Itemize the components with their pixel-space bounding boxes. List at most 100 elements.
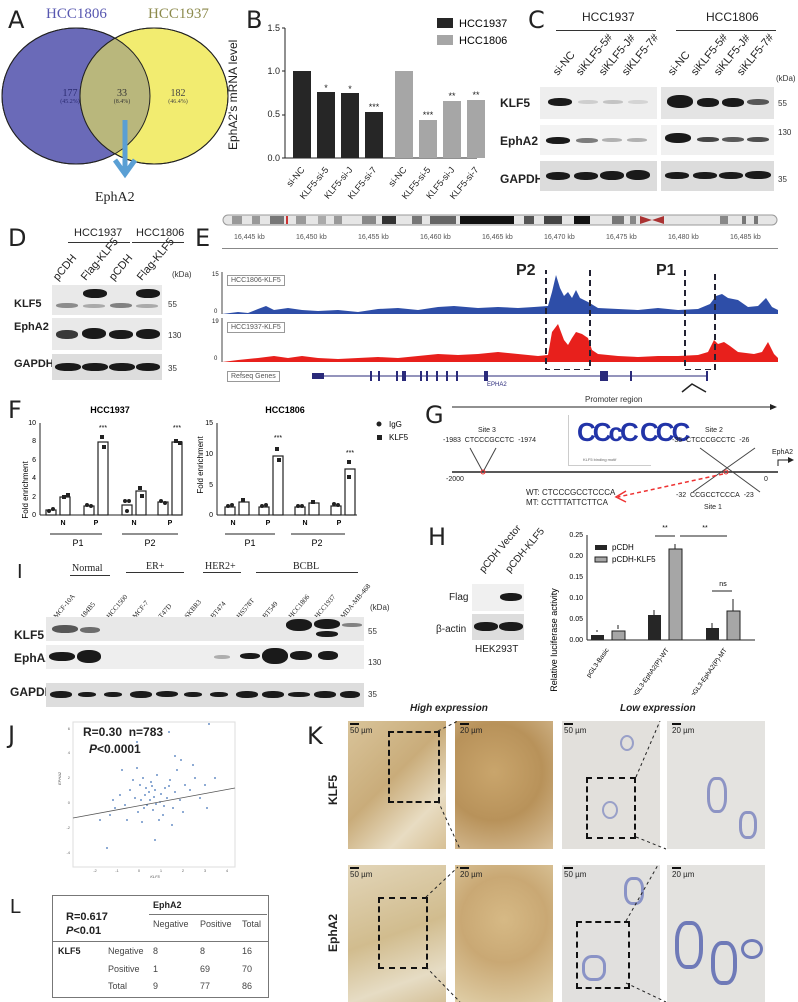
kda-marker: 130 <box>368 658 382 667</box>
divider <box>556 30 656 31</box>
track-label-hcc1937: HCC1937-KLF5 <box>227 322 285 333</box>
lane-label: si-NC <box>550 49 578 78</box>
kda-unit: (kDa) <box>370 603 390 612</box>
svg-text:4: 4 <box>68 750 71 755</box>
svg-text:HCC1937: HCC1937 <box>90 405 130 415</box>
gene-model <box>312 371 708 381</box>
pos: -35 <box>672 437 683 444</box>
kda-marker: 55 <box>778 99 787 108</box>
seq: CTCCCGCCTC <box>686 437 736 444</box>
axis-line <box>222 248 778 249</box>
svg-text:-4: -4 <box>66 850 70 855</box>
svg-text:P: P <box>168 520 173 527</box>
ihc-klf5-high-high-mag: 20 µm <box>455 721 553 849</box>
coord-label: 16,470 kb <box>544 234 575 241</box>
scale-label: 50 µm <box>350 870 373 879</box>
coord-label: 16,460 kb <box>420 234 451 241</box>
svg-text:***: *** <box>369 102 380 112</box>
ihc-row-label: EphA2 <box>326 913 340 952</box>
svg-text:pCDH: pCDH <box>612 543 634 552</box>
site3-label: Site 3 <box>478 427 496 434</box>
blot-row-label: EphA2 <box>14 651 53 665</box>
panel-label-i: I <box>17 561 23 583</box>
svg-text:P: P <box>266 520 271 527</box>
ihc-epha2-low-low-mag: 50 µm <box>562 865 660 1002</box>
pos: -1983 <box>443 437 461 444</box>
svg-text:-2: -2 <box>93 868 97 873</box>
blot-row-label: β-actin <box>436 624 467 635</box>
ihc-row-label: KLF5 <box>326 775 340 805</box>
promoter-region-title: Promoter region <box>585 395 643 404</box>
tissue-cluster <box>620 735 634 751</box>
promoter-diagram <box>452 404 794 503</box>
divider <box>203 572 241 573</box>
gene-label: EphA2 <box>772 449 794 456</box>
tissue-cluster <box>739 811 757 839</box>
divider <box>132 242 184 243</box>
svg-text:HCC1937: HCC1937 <box>459 18 507 30</box>
table-row: Total 9 77 86 <box>53 981 268 995</box>
p-italic: P <box>66 925 74 937</box>
site2-seq: -35 CTCCCGCCTC -26 <box>672 437 749 444</box>
svg-text:HCC1806: HCC1806 <box>265 405 305 415</box>
svg-text:***: *** <box>346 450 354 457</box>
cell: 8 <box>153 946 159 956</box>
lane-label: HCC1937 <box>312 593 338 620</box>
scale-bar <box>564 867 573 869</box>
lane-label: si-NC <box>665 49 693 78</box>
blot-c-gapdh-hcc1937 <box>540 161 657 191</box>
lane-label: MCF-10A <box>51 592 77 620</box>
svg-text:1.5: 1.5 <box>267 23 280 33</box>
cell: 70 <box>242 964 253 974</box>
scatter-stat-p: P<0.0001 <box>89 742 141 756</box>
motif-logo: CCcC CCC KLF5 binding motif <box>568 415 690 466</box>
pos: -1974 <box>518 437 536 444</box>
svg-text:0: 0 <box>32 512 36 519</box>
svg-text:-1: -1 <box>115 868 119 873</box>
svg-text:-2: -2 <box>66 825 70 830</box>
blot-c-epha2-hcc1806 <box>661 125 774 155</box>
svg-text:EphA2's mRNA level: EphA2's mRNA level <box>226 40 240 150</box>
scale-bar <box>672 867 681 869</box>
svg-text:Relative luciferase activity: Relative luciferase activity <box>549 588 559 692</box>
panel-label-e: E <box>195 224 211 252</box>
col-header: Positive <box>200 919 232 929</box>
zoom-box <box>586 777 636 839</box>
svg-text:**: ** <box>662 525 668 532</box>
panel-label-d: D <box>8 224 27 252</box>
tissue-cluster <box>675 921 703 969</box>
divider <box>256 572 358 573</box>
cell: 16 <box>242 946 253 956</box>
blot-d-epha2 <box>52 318 162 350</box>
track-ymin: 0 <box>214 309 218 315</box>
svg-text:P: P <box>337 520 342 527</box>
blot-h-flag <box>472 584 524 611</box>
lane-label: pCDH <box>50 252 80 283</box>
svg-text:N: N <box>131 520 136 527</box>
svg-text:6: 6 <box>68 726 71 731</box>
svg-text:0.5: 0.5 <box>267 109 280 119</box>
count: 33 <box>117 88 127 99</box>
axis-end: 0 <box>764 476 768 483</box>
blot-row-label: Flag <box>449 592 469 603</box>
svg-text:3: 3 <box>204 868 207 873</box>
svg-text:2: 2 <box>182 868 185 873</box>
svg-text:***: *** <box>99 425 107 432</box>
kda-unit: (kDa) <box>776 74 796 83</box>
ihc-klf5-low-high-mag: 20 µm <box>667 721 765 849</box>
divider <box>676 30 776 31</box>
site1-seq: -32 CCGCCTCCCA -23 <box>676 492 754 499</box>
cell: 8 <box>200 946 206 956</box>
scatter-stat-r-n: R=0.30 n=783 <box>83 725 164 739</box>
svg-text:pCDH-KLF5: pCDH-KLF5 <box>612 555 656 564</box>
blot-row-label: KLF5 <box>14 628 44 642</box>
svg-text:***: *** <box>173 425 181 432</box>
track-ymax: 15 <box>212 272 219 278</box>
kda-marker: 130 <box>168 331 182 340</box>
svg-text:Fold enrichment: Fold enrichment <box>21 461 30 519</box>
kda-marker: 130 <box>778 128 792 137</box>
kda-marker: 35 <box>778 175 787 184</box>
svg-text:0: 0 <box>138 868 141 873</box>
blot-c-group-1: HCC1937 <box>582 10 635 24</box>
blot-c-gapdh-hcc1806 <box>661 161 774 191</box>
